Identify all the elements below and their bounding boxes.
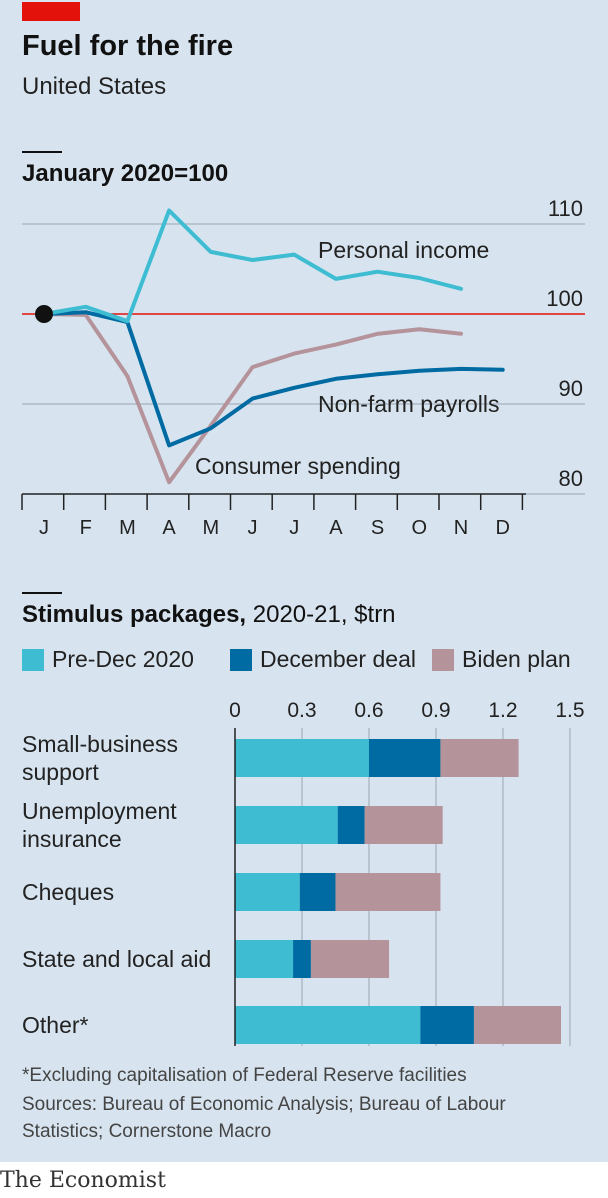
line-chart: 80 90 100 110 J F M A M J J A S O N D Personal income Non… bbox=[21, 196, 585, 539]
x-tick-label: 0.3 bbox=[287, 699, 316, 722]
x-tick-label: 1.5 bbox=[555, 699, 584, 722]
bar-segment bbox=[473, 1006, 562, 1044]
category-label-line: Small-business bbox=[22, 731, 178, 757]
legend-item: Pre-Dec 2020 bbox=[22, 646, 194, 673]
brand-accent-bar bbox=[22, 2, 80, 21]
bar-segment bbox=[293, 940, 311, 978]
bar-chart-title-bold: Stimulus packages, bbox=[22, 601, 247, 628]
legend-label: Pre-Dec 2020 bbox=[52, 646, 194, 672]
legend-item: Biden plan bbox=[432, 646, 571, 673]
category-label-line: insurance bbox=[22, 826, 122, 852]
bar-segment bbox=[335, 873, 441, 911]
x-tick-label: J bbox=[248, 517, 258, 539]
footnote: *Excluding capitalisation of Federal Res… bbox=[22, 1065, 467, 1086]
series-line-consumer-spending bbox=[42, 312, 463, 485]
bar-segment bbox=[235, 806, 338, 844]
x-tick-label: D bbox=[495, 517, 509, 539]
bar-segment bbox=[235, 1006, 421, 1044]
legend-label: Biden plan bbox=[462, 646, 571, 672]
bar-segment bbox=[235, 873, 300, 911]
series-label: Non-farm payrolls bbox=[318, 391, 500, 417]
legend-item: December deal bbox=[230, 646, 416, 673]
legend-swatch bbox=[22, 648, 44, 671]
bar-segment bbox=[310, 940, 390, 978]
series-label: Personal income bbox=[318, 237, 489, 263]
x-tick-label: O bbox=[412, 517, 428, 539]
category-label: Unemployment insurance bbox=[22, 797, 177, 853]
category-label: Cheques bbox=[22, 878, 114, 906]
y-tick-label: 110 bbox=[548, 196, 583, 221]
category-label: Other* bbox=[22, 1011, 88, 1039]
x-tick-label: M bbox=[119, 517, 136, 539]
legend-label: December deal bbox=[260, 646, 416, 672]
category-label-line: State and local aid bbox=[22, 946, 212, 972]
start-marker-dot bbox=[35, 305, 53, 323]
x-tick-label: 0.9 bbox=[421, 699, 450, 722]
y-tick-label: 90 bbox=[559, 376, 583, 401]
bar-segment bbox=[337, 806, 365, 844]
bar-chart-title: Stimulus packages, 2020-21, $trn bbox=[22, 601, 396, 629]
x-tick-label: A bbox=[162, 517, 176, 539]
x-tick-label: J bbox=[39, 517, 49, 539]
series-line-personal-income bbox=[42, 208, 463, 324]
section-rule bbox=[22, 592, 62, 594]
bar-segment bbox=[420, 1006, 474, 1044]
bar-chart-title-rest: 2020-21, $trn bbox=[246, 601, 396, 628]
category-label: Small-business support bbox=[22, 730, 178, 786]
category-label-line: Other* bbox=[22, 1012, 89, 1038]
x-tick-label: 0.6 bbox=[354, 699, 383, 722]
x-tick-label: F bbox=[80, 517, 92, 539]
sources-line-1: Sources: Bureau of Economic Analysis; Bu… bbox=[22, 1094, 506, 1115]
x-tick-label: 0 bbox=[229, 699, 241, 722]
bar-chart: 0 0.3 0.6 0.9 1.2 1.5 bbox=[229, 699, 585, 1046]
category-label-line: Unemployment bbox=[22, 798, 177, 824]
x-tick-label: M bbox=[202, 517, 219, 539]
bar-segment bbox=[235, 739, 369, 777]
section-rule bbox=[22, 151, 62, 153]
line-chart-unit-label: January 2020=100 bbox=[22, 160, 229, 187]
category-label: State and local aid bbox=[22, 945, 211, 973]
x-tick-label: A bbox=[329, 517, 343, 539]
bar-segment bbox=[235, 940, 294, 978]
bar-segment bbox=[299, 873, 336, 911]
y-tick-label: 100 bbox=[546, 286, 583, 311]
category-label-line: Cheques bbox=[22, 879, 115, 905]
x-tick-label: S bbox=[371, 517, 384, 539]
x-tick-label: J bbox=[289, 517, 299, 539]
x-tick-label: N bbox=[454, 517, 468, 539]
legend-swatch bbox=[230, 648, 252, 671]
economist-logo: The Economist bbox=[0, 1168, 166, 1193]
bar-segment bbox=[364, 806, 443, 844]
category-label-line: support bbox=[22, 759, 99, 785]
y-tick-label: 80 bbox=[559, 466, 583, 491]
x-tick-label: 1.2 bbox=[488, 699, 517, 722]
sources-line-2: Statistics; Cornerstone Macro bbox=[22, 1121, 272, 1142]
bar-segment bbox=[440, 739, 519, 777]
series-label: Consumer spending bbox=[195, 453, 401, 479]
chart-title: Fuel for the fire bbox=[22, 30, 234, 62]
chart-subtitle: United States bbox=[22, 73, 167, 100]
bar-segment bbox=[368, 739, 441, 777]
legend-swatch bbox=[432, 648, 454, 671]
